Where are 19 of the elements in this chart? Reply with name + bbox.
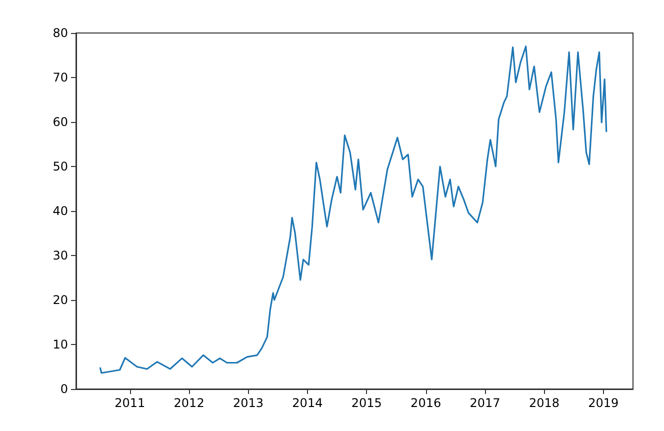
- y-tick-label: 60: [52, 115, 68, 129]
- x-tick-label: 2013: [232, 396, 264, 410]
- y-tick-label: 10: [52, 338, 68, 352]
- x-tick-label: 2012: [174, 396, 204, 410]
- y-tick-label: 0: [60, 382, 68, 396]
- y-tick-label: 30: [52, 248, 68, 262]
- x-tick-label: 2015: [351, 396, 382, 410]
- y-tick-label: 80: [52, 26, 68, 40]
- x-tick-label: 2019: [588, 396, 619, 410]
- x-tick-label: 2011: [114, 396, 146, 410]
- x-tick-label: 2018: [528, 396, 560, 410]
- x-tick-label: 2014: [292, 396, 323, 410]
- y-tick-label: 70: [52, 70, 68, 84]
- y-tick-label: 20: [52, 293, 68, 307]
- y-tick-label: 50: [52, 160, 68, 174]
- x-tick-label: 2016: [410, 396, 442, 410]
- y-tick-label: 40: [52, 204, 68, 218]
- x-tick-label: 2017: [470, 396, 500, 410]
- line-series: [99, 46, 608, 374]
